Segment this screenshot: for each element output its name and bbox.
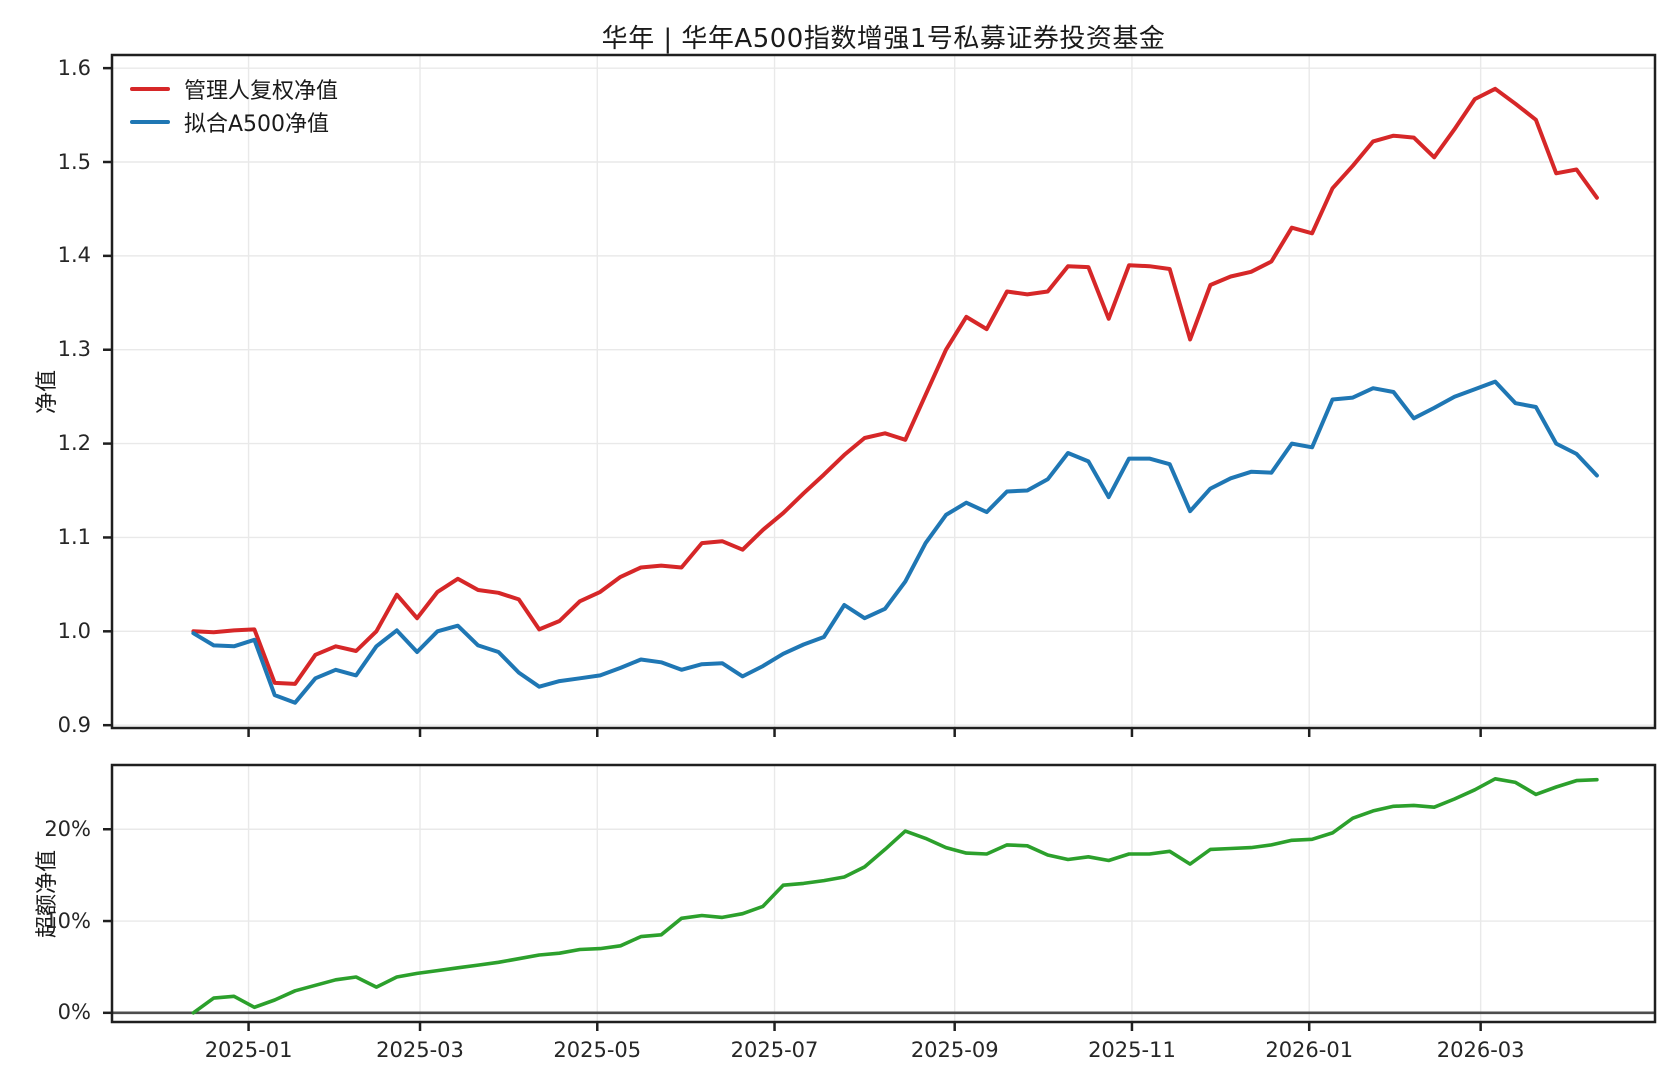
legend-item-manager: 管理人复权净值	[130, 72, 338, 105]
x-tick-label: 2025-07	[730, 1038, 819, 1062]
legend-item-fitted: 拟合A500净值	[130, 105, 338, 138]
y-tick-label: 1.4	[57, 243, 91, 268]
y-tick-label: 0.9	[57, 712, 91, 737]
y-tick-label: 10%	[44, 908, 91, 933]
y-tick-label: 20%	[44, 816, 91, 841]
y-tick-label: 0%	[57, 1000, 91, 1025]
manager-legend-line-icon	[130, 86, 170, 91]
axis-spine	[110, 763, 1657, 1024]
manager-nav-line	[191, 86, 1599, 686]
fitted-legend-line-icon	[130, 119, 170, 124]
legend: 管理人复权净值 拟合A500净值	[130, 72, 338, 138]
chart-title: 华年 | 华年A500指数增强1号私募证券投资基金	[601, 24, 1166, 54]
legend-label-fitted: 拟合A500净值	[184, 111, 330, 137]
axis-spine	[110, 53, 1657, 730]
x-tick-label: 2026-03	[1436, 1038, 1525, 1062]
fitted-a500-line	[191, 379, 1599, 705]
y-tick-label: 1.2	[57, 431, 91, 456]
y-tick-label: 1.1	[57, 524, 91, 549]
y-tick-label: 1.3	[57, 337, 91, 362]
y-tick-label: 1.0	[57, 618, 91, 643]
x-tick-label: 2025-11	[1088, 1038, 1176, 1062]
excess-line	[191, 776, 1599, 1015]
y-tick-label: 1.6	[57, 55, 91, 80]
x-tick-label: 2025-09	[910, 1038, 999, 1062]
x-tick-label: 2026-01	[1265, 1038, 1354, 1062]
legend-label-manager: 管理人复权净值	[184, 78, 339, 104]
x-tick-label: 2025-05	[553, 1038, 642, 1062]
y-tick-label: 1.5	[57, 149, 91, 174]
y-axis-label-nav: 净值	[35, 369, 60, 414]
x-tick-label: 2025-01	[204, 1038, 293, 1062]
x-tick-label: 2025-03	[376, 1038, 464, 1062]
